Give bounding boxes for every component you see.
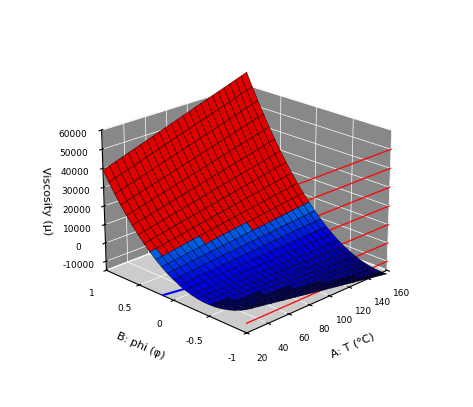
Y-axis label: B: phi (φ): B: phi (φ) — [115, 330, 166, 361]
X-axis label: A: T (°C): A: T (°C) — [330, 332, 377, 360]
